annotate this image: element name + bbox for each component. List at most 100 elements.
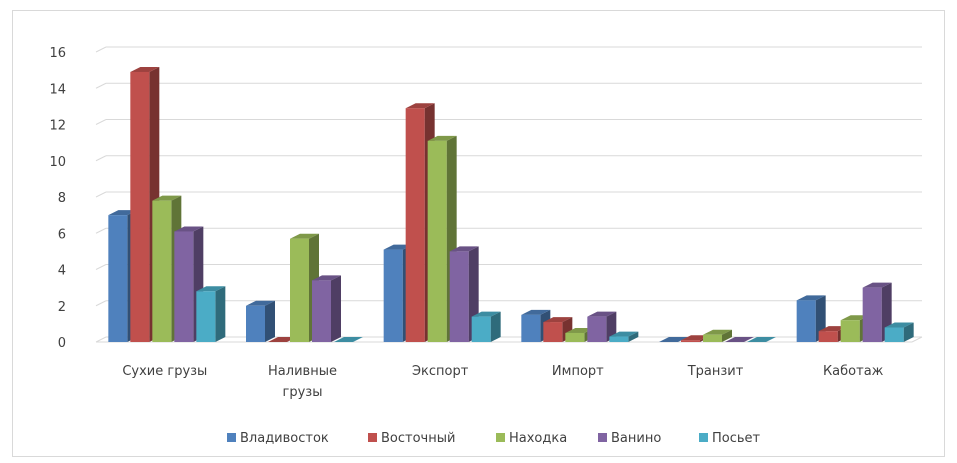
- bar-top: [796, 295, 826, 301]
- bars: [108, 66, 914, 342]
- legend-label: Посьет: [712, 431, 761, 446]
- bar-front: [862, 287, 882, 342]
- y-tick-label: 6: [58, 227, 66, 242]
- bar-top: [659, 337, 688, 342]
- gridline-slant: [95, 119, 107, 125]
- bar-front: [174, 231, 194, 342]
- gridline-slant: [95, 227, 107, 234]
- bar-front: [681, 340, 700, 342]
- y-tick-label: 16: [49, 46, 66, 61]
- bar-front: [427, 140, 447, 342]
- bar: [312, 275, 341, 342]
- bar: [725, 337, 754, 342]
- bar-front: [840, 320, 860, 342]
- bar-top: [405, 103, 435, 109]
- y-tick-label: 12: [49, 119, 66, 134]
- bar-top: [427, 135, 457, 141]
- gridline-slant: [95, 46, 107, 53]
- bar-top: [312, 275, 341, 281]
- legend-swatch: [598, 433, 607, 442]
- bar-front: [565, 332, 585, 342]
- bar: [747, 337, 776, 342]
- x-axis-categories: Сухие грузы Наливные грузы Экспорт Импорт Тра…: [122, 364, 883, 400]
- bar-top: [174, 226, 204, 232]
- legend-swatch: [368, 433, 377, 442]
- bar-front: [471, 316, 491, 342]
- bar: [196, 286, 226, 342]
- bar: [659, 337, 688, 342]
- bar-front: [130, 71, 150, 342]
- legend-label: Ванино: [611, 431, 661, 446]
- legend-swatch: [227, 433, 236, 442]
- bar-front: [383, 249, 403, 342]
- bar-front: [818, 331, 838, 342]
- bar-side: [628, 331, 639, 342]
- bar: [884, 322, 914, 342]
- bar-front: [609, 336, 629, 342]
- legend-label: Находка: [509, 431, 567, 446]
- bar-top: [543, 317, 573, 323]
- bar-top: [818, 326, 848, 332]
- bar-front: [703, 334, 722, 342]
- gridlines: [95, 46, 923, 343]
- bar-top: [130, 66, 160, 72]
- y-tick-label: 0: [58, 336, 66, 351]
- bar-side: [722, 329, 732, 342]
- bar-side: [331, 275, 341, 342]
- bar-front: [521, 314, 541, 342]
- gridline-slant: [95, 300, 107, 307]
- bar-top: [383, 244, 413, 250]
- bar-top: [449, 246, 479, 252]
- bar-front: [312, 280, 331, 342]
- y-tick-label: 4: [58, 264, 66, 279]
- bar-top: [471, 311, 501, 317]
- bar: [246, 300, 275, 342]
- x-category-label: Транзит: [687, 364, 744, 379]
- bar-top: [587, 311, 617, 317]
- bar-top: [334, 337, 363, 342]
- gridline-slant: [95, 191, 107, 198]
- bar-top: [884, 322, 914, 328]
- bar-front: [587, 316, 607, 342]
- bar-front: [405, 108, 425, 342]
- gridline-slant: [95, 82, 107, 89]
- bar-front: [246, 305, 265, 342]
- bar-top: [290, 233, 319, 239]
- bar-top: [152, 195, 182, 201]
- legend-swatch: [496, 433, 505, 442]
- floor-side-edge: [911, 336, 923, 343]
- legend-label: Восточный: [381, 431, 455, 446]
- bar: [543, 317, 573, 342]
- bar-side: [490, 311, 501, 342]
- bar: [609, 331, 639, 342]
- bar-top: [862, 282, 892, 288]
- bar-front: [884, 327, 904, 342]
- y-tick-label: 14: [49, 82, 66, 97]
- bar-top: [747, 337, 776, 342]
- gridline-slant: [95, 155, 107, 162]
- gridline-slant: [95, 264, 107, 270]
- bar: [334, 337, 363, 342]
- bar-top: [703, 329, 732, 335]
- bar-front: [290, 238, 309, 342]
- legend-item: Владивосток: [227, 431, 329, 446]
- bar-top: [840, 315, 870, 321]
- x-category-label: Импорт: [552, 364, 604, 379]
- bar-front: [108, 215, 128, 342]
- x-category-label: Наливные: [268, 364, 337, 379]
- bar-top: [681, 335, 710, 341]
- bar-front: [152, 200, 172, 342]
- bar-front: [543, 322, 563, 342]
- x-category-label: Каботаж: [823, 364, 884, 379]
- bar-side: [903, 322, 914, 342]
- y-axis-ticks: 0 2 4 6 8 10 12 14 16: [49, 46, 66, 351]
- bar-top: [725, 337, 754, 342]
- bar-top: [108, 210, 138, 216]
- bar-front: [196, 291, 216, 342]
- bar-top: [609, 331, 639, 337]
- legend-item: Посьет: [699, 431, 761, 446]
- bar-top: [521, 309, 551, 315]
- bar-top: [268, 337, 297, 342]
- bar: [703, 329, 732, 342]
